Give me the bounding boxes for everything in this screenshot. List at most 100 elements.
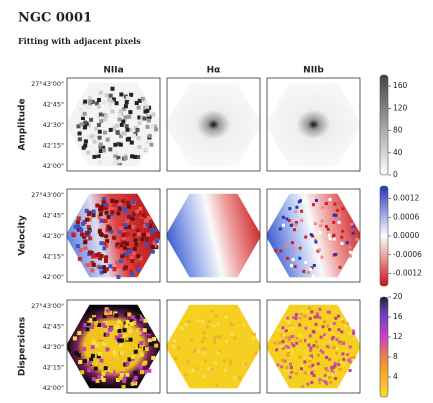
pixel bbox=[78, 257, 82, 261]
pixel bbox=[143, 328, 147, 332]
pixel bbox=[84, 139, 88, 143]
y-tick-label: 42'45" bbox=[43, 212, 64, 220]
map-panel bbox=[166, 78, 262, 171]
pixel bbox=[124, 156, 128, 160]
pixel bbox=[83, 121, 87, 125]
pixel bbox=[115, 124, 119, 128]
pixel bbox=[125, 128, 129, 132]
pixel bbox=[98, 348, 102, 352]
pixel bbox=[303, 315, 306, 318]
pixel bbox=[122, 328, 126, 332]
pixel bbox=[99, 119, 103, 123]
pixel bbox=[231, 324, 234, 327]
pixel bbox=[92, 377, 96, 381]
pixel bbox=[154, 127, 158, 131]
pixel bbox=[295, 206, 298, 209]
pixel bbox=[328, 376, 331, 379]
pixel bbox=[352, 332, 355, 335]
pixel bbox=[104, 259, 108, 263]
pixel bbox=[124, 104, 128, 108]
pixel bbox=[346, 241, 349, 244]
pixel bbox=[291, 327, 294, 330]
pixel bbox=[282, 224, 285, 227]
pixel bbox=[109, 128, 113, 132]
pixel bbox=[302, 270, 305, 273]
colorbar-tick-label: 0 bbox=[393, 170, 398, 179]
pixel bbox=[310, 310, 313, 313]
pixel bbox=[85, 231, 89, 235]
pixel bbox=[118, 159, 122, 163]
pixel bbox=[203, 352, 206, 355]
pixel bbox=[144, 147, 148, 151]
pixel bbox=[123, 115, 127, 119]
pixel bbox=[341, 230, 344, 233]
pixel bbox=[338, 214, 341, 217]
pixel bbox=[348, 246, 351, 249]
pixel bbox=[225, 316, 228, 319]
pixel bbox=[314, 316, 317, 319]
y-tick-label: 42'30" bbox=[43, 343, 64, 351]
pixel bbox=[105, 361, 109, 365]
pixel bbox=[280, 365, 283, 368]
pixel bbox=[340, 236, 343, 239]
pixel bbox=[201, 347, 204, 350]
pixel bbox=[290, 264, 293, 267]
pixel bbox=[136, 136, 140, 140]
pixel bbox=[80, 370, 84, 374]
pixel bbox=[146, 233, 150, 237]
y-tick-label: 42'45" bbox=[43, 101, 64, 109]
pixel bbox=[215, 314, 218, 317]
pixel bbox=[98, 266, 102, 270]
pixel bbox=[104, 234, 108, 238]
pixel bbox=[121, 120, 125, 124]
pixel bbox=[309, 357, 312, 360]
pixel bbox=[83, 112, 87, 116]
row-label: Dispersions bbox=[18, 317, 28, 376]
pixel bbox=[285, 244, 288, 247]
pixel bbox=[342, 358, 345, 361]
colorbar-tick-label: 80 bbox=[393, 126, 403, 135]
pixel bbox=[285, 217, 288, 220]
pixel bbox=[125, 100, 129, 104]
pixel bbox=[319, 308, 322, 311]
map-panel bbox=[66, 189, 162, 282]
pixel bbox=[76, 244, 80, 248]
pixel bbox=[105, 347, 109, 351]
pixel bbox=[312, 344, 315, 347]
pixel bbox=[328, 358, 331, 361]
pixel bbox=[95, 151, 99, 155]
pixel bbox=[285, 366, 288, 369]
pixel bbox=[290, 366, 293, 369]
pixel bbox=[173, 339, 176, 342]
pixel bbox=[134, 350, 138, 354]
pixel bbox=[331, 372, 334, 375]
pixel bbox=[119, 259, 123, 263]
map-image bbox=[66, 189, 162, 282]
pixel bbox=[320, 349, 323, 352]
pixel bbox=[314, 366, 317, 369]
pixel bbox=[87, 212, 91, 216]
pixel bbox=[288, 207, 291, 210]
pixel bbox=[89, 118, 93, 122]
pixel bbox=[134, 242, 138, 246]
pixel bbox=[82, 146, 86, 150]
pixel bbox=[149, 342, 153, 346]
pixel bbox=[80, 232, 84, 236]
pixel bbox=[153, 228, 157, 232]
pixel bbox=[291, 241, 294, 244]
pixel bbox=[120, 351, 124, 355]
pixel bbox=[242, 324, 245, 327]
pixel bbox=[311, 364, 314, 367]
pixel bbox=[79, 248, 83, 252]
pixel bbox=[119, 356, 123, 360]
pixel bbox=[252, 337, 255, 340]
colorbar-tick-label: -0.0012 bbox=[393, 269, 422, 278]
y-tick-label: 42'00" bbox=[43, 162, 64, 170]
pixel bbox=[151, 245, 155, 249]
pixel bbox=[79, 228, 83, 232]
pixel bbox=[234, 337, 237, 340]
pixel bbox=[323, 333, 326, 336]
pixel bbox=[76, 220, 80, 224]
pixel bbox=[254, 352, 257, 355]
pixel bbox=[312, 330, 315, 333]
